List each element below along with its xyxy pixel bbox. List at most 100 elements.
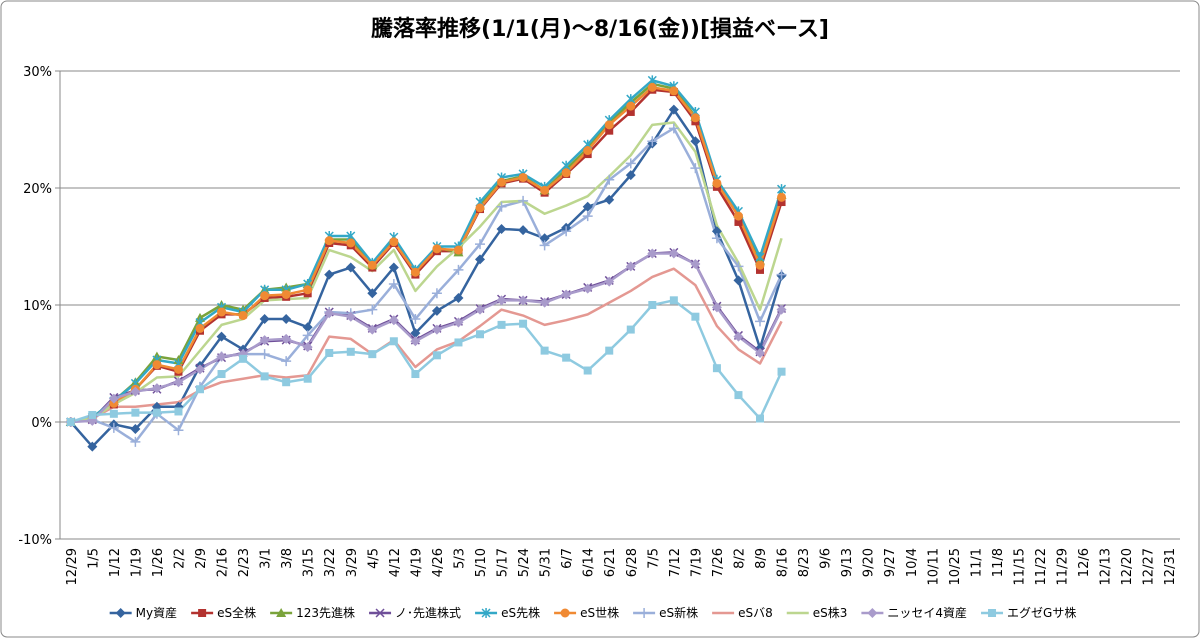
- data-point: [367, 304, 378, 315]
- legend-label: eS全株: [217, 605, 256, 620]
- data-point: [582, 201, 593, 212]
- data-point: [496, 295, 507, 306]
- legend: My資産 eS全株 123先進株 ノ･先進株式 eS先株 eS世株 eS新株 eSバ8 eS株3…: [109, 605, 1076, 620]
- x-tick-label: 2/23: [237, 548, 252, 577]
- data-point: [711, 302, 722, 313]
- y-tick-label: 20%: [23, 182, 52, 197]
- x-tick-label: 4/19: [409, 548, 424, 577]
- data-point: [755, 316, 765, 327]
- data-point: [518, 295, 529, 306]
- data-point: [582, 211, 593, 222]
- legend-marker: [276, 608, 287, 617]
- data-point: [431, 324, 442, 335]
- data-point: [777, 184, 787, 195]
- x-tick-label: 2/16: [216, 548, 231, 577]
- data-point: [668, 104, 679, 115]
- data-point: [367, 324, 378, 335]
- data-point: [561, 289, 572, 300]
- data-point: [733, 331, 744, 342]
- data-point: [88, 410, 97, 419]
- x-tick-label: 5/17: [496, 548, 511, 577]
- x-tick-label: 7/5: [646, 548, 661, 569]
- data-point: [625, 158, 636, 169]
- data-point: [238, 311, 248, 321]
- data-point: [669, 86, 679, 96]
- data-point: [755, 260, 765, 270]
- data-point: [259, 349, 270, 360]
- data-point: [690, 259, 701, 270]
- data-point: [496, 201, 507, 212]
- data-point: [281, 333, 292, 344]
- legend-marker: [375, 608, 385, 618]
- data-point: [410, 336, 421, 347]
- data-point: [130, 436, 141, 447]
- legend-label: eS先株: [501, 605, 540, 620]
- x-tick-label: 3/8: [280, 548, 295, 569]
- data-point: [668, 123, 679, 134]
- data-point: [711, 233, 722, 244]
- x-tick-label: 11/8: [991, 548, 1006, 577]
- data-point: [626, 107, 635, 116]
- x-tick-label: 8/16: [776, 548, 791, 577]
- x-tick-label: 11/29: [1056, 548, 1071, 585]
- legend-label: eS世株: [580, 605, 619, 620]
- data-point: [647, 248, 658, 259]
- data-point: [734, 391, 743, 400]
- data-point: [647, 82, 657, 92]
- data-point: [668, 248, 679, 259]
- data-point: [453, 292, 464, 303]
- data-point: [303, 374, 312, 383]
- legend-label: 123先進株: [296, 605, 355, 620]
- x-tick-label: 6/7: [560, 548, 575, 569]
- x-tick-label: 6/28: [625, 548, 640, 577]
- series-line: [70, 267, 783, 424]
- series-line: [70, 252, 783, 424]
- x-tick-label: 11/22: [1034, 548, 1049, 585]
- data-point: [518, 195, 529, 206]
- data-point: [540, 346, 549, 355]
- data-point: [539, 297, 550, 308]
- data-point: [583, 366, 592, 375]
- x-tick-label: 1/5: [86, 548, 101, 569]
- y-tick-label: 0%: [31, 416, 52, 431]
- data-point: [109, 409, 118, 418]
- data-point: [388, 315, 399, 326]
- x-tick-label: 8/9: [754, 548, 769, 569]
- data-point: [454, 338, 463, 347]
- data-point: [453, 317, 464, 328]
- data-point: [690, 163, 701, 174]
- series-line: [70, 121, 783, 424]
- legend-marker: [481, 608, 491, 618]
- data-point: [216, 351, 227, 362]
- x-tick-label: 10/25: [948, 548, 963, 585]
- data-point: [496, 223, 507, 234]
- data-point: [625, 261, 636, 272]
- x-tick-label: 1/12: [108, 548, 123, 577]
- data-point: [389, 337, 398, 346]
- data-point: [108, 422, 119, 433]
- data-point: [239, 354, 248, 363]
- x-tick-label: 4/5: [366, 548, 381, 569]
- data-point: [604, 194, 615, 205]
- legend-label: ノ･先進株式: [395, 605, 461, 620]
- data-point: [562, 353, 571, 362]
- x-tick-label: 9/6: [819, 548, 834, 569]
- x-tick-label: 3/22: [323, 548, 338, 577]
- data-point: [777, 367, 786, 376]
- y-tick-label: -10%: [18, 533, 52, 548]
- x-tick-label: 12/31: [1163, 548, 1178, 585]
- data-point: [453, 245, 463, 255]
- data-point: [367, 260, 377, 270]
- x-tick-label: 12/29: [65, 548, 80, 585]
- data-point: [173, 377, 184, 388]
- x-tick-label: 12/13: [1099, 548, 1114, 585]
- x-tick-label: 6/21: [603, 548, 618, 577]
- data-point: [755, 252, 765, 263]
- data-point: [130, 386, 141, 397]
- data-point: [518, 225, 529, 236]
- series-line: [70, 127, 783, 444]
- x-tick-label: 3/29: [345, 548, 360, 577]
- data-point: [475, 239, 485, 250]
- data-point: [476, 330, 484, 339]
- data-point: [604, 174, 615, 185]
